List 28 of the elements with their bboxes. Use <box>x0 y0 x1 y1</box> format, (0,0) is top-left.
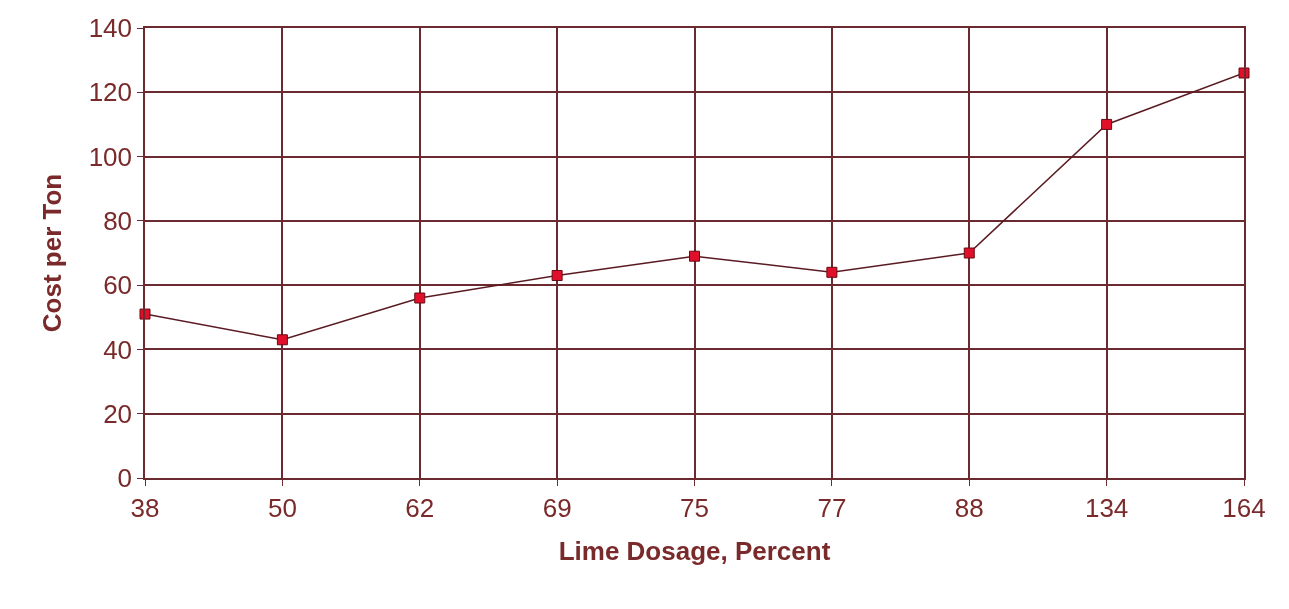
y-tick-label: 100 <box>88 141 133 172</box>
x-axis-title: Lime Dosage, Percent <box>558 536 831 567</box>
point <box>1101 118 1113 130</box>
y-tick-label: 140 <box>88 13 133 44</box>
y-tick-label: 80 <box>103 205 133 236</box>
x-tick-label: 164 <box>1222 492 1266 523</box>
point <box>276 334 288 346</box>
point <box>826 266 838 278</box>
y-tick-label: 0 <box>117 463 133 494</box>
y-tick-label: 120 <box>88 77 133 108</box>
x-tick-label: 50 <box>267 492 297 523</box>
point <box>1238 67 1250 79</box>
y-axis-title: Cost per Ton <box>36 173 67 333</box>
x-tick-label: 75 <box>680 492 709 523</box>
point <box>963 247 975 259</box>
point <box>689 250 700 262</box>
x-tick-label: 62 <box>405 492 435 523</box>
point <box>551 270 563 281</box>
y-tick-label: 40 <box>103 334 133 365</box>
y-tick-label: 20 <box>103 398 133 429</box>
x-tick-label: 69 <box>542 492 572 523</box>
point <box>139 308 151 320</box>
x-tick-label: 77 <box>817 492 847 523</box>
x-tick-label: 88 <box>954 492 984 523</box>
x-tick-label: 38 <box>130 492 160 523</box>
y-tick-label: 60 <box>103 270 133 301</box>
point <box>414 292 426 304</box>
x-tick-label: 134 <box>1084 492 1129 523</box>
